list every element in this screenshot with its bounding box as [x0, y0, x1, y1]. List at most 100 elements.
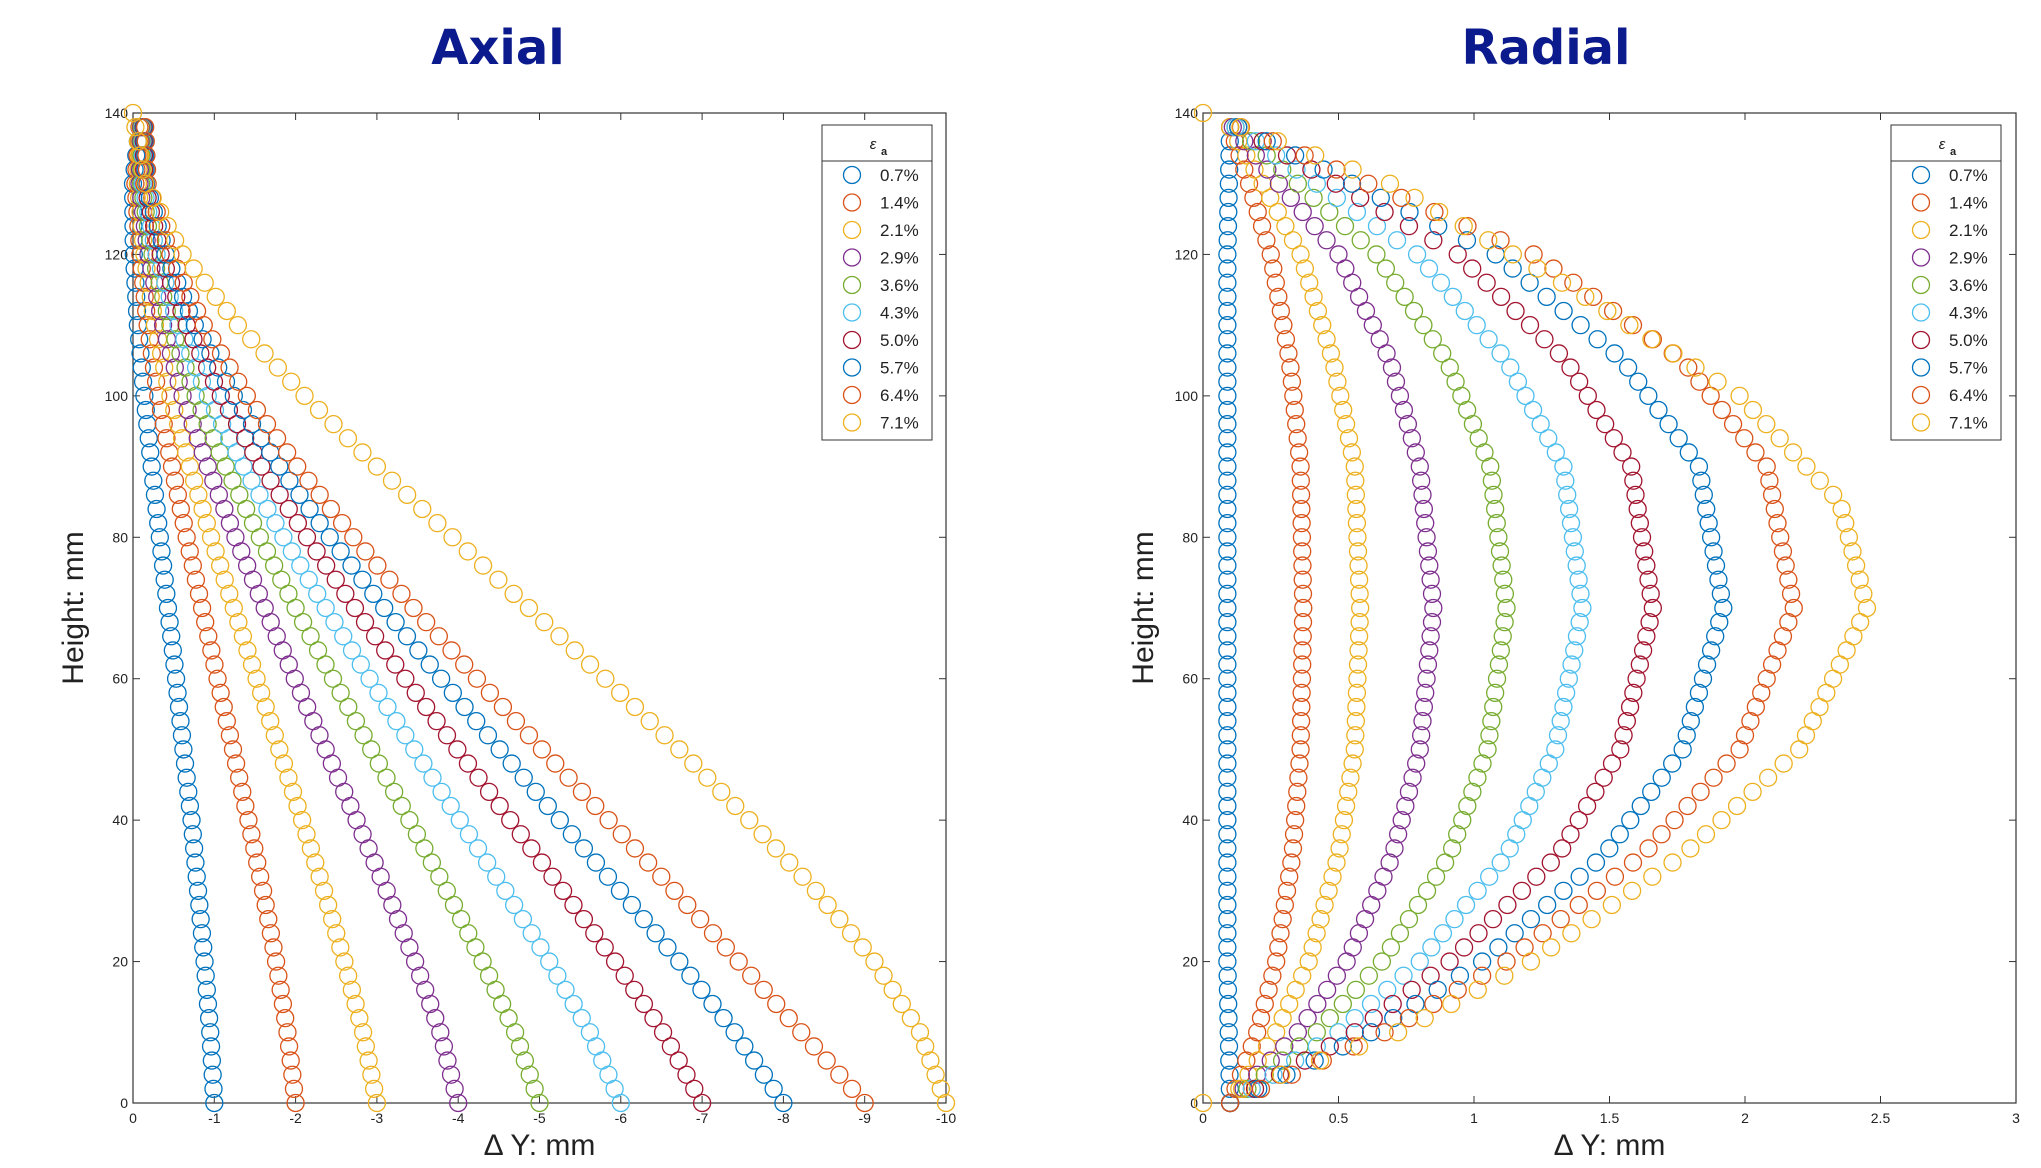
- axial-data-point: [323, 669, 343, 688]
- axial-data-point: [684, 754, 703, 773]
- radial-x-tick-label: 2.5: [1871, 1110, 1891, 1126]
- radial-data-point: [1293, 627, 1312, 646]
- radial-data-point: [1810, 471, 1829, 490]
- radial-data-point: [1317, 330, 1336, 349]
- radial-data-point: [1743, 782, 1762, 802]
- radial-data-point: [1428, 980, 1447, 1000]
- axial-data-point: [661, 1037, 681, 1056]
- radial-data-point: [1267, 952, 1286, 971]
- radial-data-point: [1218, 740, 1237, 759]
- radial-data-point: [1327, 966, 1347, 985]
- radial-data-point: [1773, 542, 1793, 561]
- axial-data-point: [450, 810, 469, 830]
- axial-data-point: [543, 867, 562, 886]
- axial-data-point: [429, 627, 449, 646]
- radial-data-point: [1257, 231, 1276, 250]
- radial-data-point: [1396, 796, 1415, 816]
- axial-data-point: [133, 160, 152, 179]
- radial-series-8: [1220, 117, 1733, 1113]
- axial-data-point: [477, 853, 497, 872]
- axial-data-point: [525, 1079, 544, 1099]
- radial-data-point: [1218, 796, 1237, 816]
- radial-data-point: [1487, 669, 1507, 688]
- axial-data-point: [716, 938, 735, 957]
- axial-data-point: [204, 1079, 223, 1099]
- axial-data-point: [281, 1051, 300, 1070]
- radial-data-point: [1491, 641, 1510, 660]
- axial-data-point: [489, 570, 508, 589]
- radial-data-point: [1620, 315, 1639, 335]
- axial-data-point: [282, 542, 302, 561]
- axial-series-5: [131, 117, 549, 1113]
- radial-data-point: [1784, 598, 1803, 618]
- axial-data-point: [284, 1079, 304, 1099]
- radial-data-point: [1694, 485, 1713, 505]
- axial-data-point: [147, 499, 166, 519]
- radial-data-point: [1735, 429, 1754, 448]
- radial-data-point: [1689, 457, 1709, 476]
- radial-chart-title: Radial: [1461, 20, 1631, 76]
- radial-data-point: [1686, 358, 1705, 377]
- radial-data-point: [1528, 259, 1547, 278]
- radial-data-point: [1501, 358, 1520, 377]
- radial-data-point: [1218, 301, 1237, 321]
- axial-data-point: [301, 839, 321, 858]
- axial-data-point: [245, 839, 264, 858]
- axial-data-point: [397, 485, 417, 505]
- radial-data-point: [1252, 216, 1272, 236]
- radial-data-point: [1413, 485, 1432, 505]
- radial-data-point: [1298, 1008, 1317, 1028]
- radial-data-point: [1218, 966, 1237, 985]
- radial-data-point: [1521, 909, 1541, 929]
- radial-data-point: [1319, 881, 1338, 901]
- axial-data-point: [261, 471, 280, 490]
- axial-data-point: [459, 825, 479, 844]
- axial-data-point: [564, 994, 583, 1014]
- axial-data-point: [309, 400, 329, 420]
- axial-data-point: [276, 1008, 295, 1028]
- axial-data-point: [189, 485, 208, 505]
- radial-data-point: [1472, 952, 1492, 971]
- radial-data-point: [1282, 372, 1302, 391]
- axial-data-point: [754, 980, 773, 1000]
- radial-data-point: [1388, 1023, 1408, 1042]
- radial-legend-label: 5.0%: [1949, 331, 1988, 350]
- radial-data-point: [1637, 556, 1656, 575]
- radial-data-point: [1503, 245, 1522, 264]
- radial-data-point: [1218, 909, 1237, 929]
- axial-data-point: [365, 627, 385, 646]
- axial-data-point: [161, 315, 180, 335]
- radial-data-point: [1429, 216, 1448, 236]
- axial-data-point: [128, 132, 148, 151]
- radial-legend-box: [1890, 124, 2002, 441]
- radial-data-point: [1359, 966, 1379, 985]
- axial-data-point: [426, 1008, 445, 1028]
- radial-data-point: [1349, 570, 1369, 589]
- radial-data-point: [1292, 697, 1311, 717]
- axial-y-tick-label: 140: [105, 105, 129, 121]
- radial-data-point: [1424, 994, 1443, 1014]
- axial-data-point: [384, 782, 404, 802]
- radial-data-point: [1773, 627, 1793, 646]
- radial-data-point: [1253, 132, 1272, 151]
- radial-data-point: [1285, 400, 1304, 420]
- axial-data-point: [910, 1023, 930, 1042]
- axial-data-point: [550, 627, 569, 646]
- radial-data-point: [1569, 372, 1589, 391]
- radial-data-point: [1218, 881, 1237, 901]
- radial-data-point: [1292, 528, 1312, 547]
- axial-data-point: [515, 1051, 535, 1070]
- axial-data-point: [256, 895, 275, 915]
- radial-data-point: [1277, 881, 1297, 901]
- axial-data-point: [133, 231, 153, 250]
- axial-data-point: [670, 740, 689, 759]
- radial-data-point: [1359, 174, 1378, 193]
- axial-data-point: [177, 528, 196, 547]
- radial-data-point: [1248, 1023, 1267, 1042]
- axial-x-tick-label: 0: [129, 1110, 137, 1126]
- axial-data-point: [151, 259, 171, 278]
- axial-data-point: [136, 400, 155, 420]
- radial-data-point: [1491, 853, 1510, 872]
- axial-data-point: [167, 287, 186, 307]
- axial-data-point: [158, 598, 178, 618]
